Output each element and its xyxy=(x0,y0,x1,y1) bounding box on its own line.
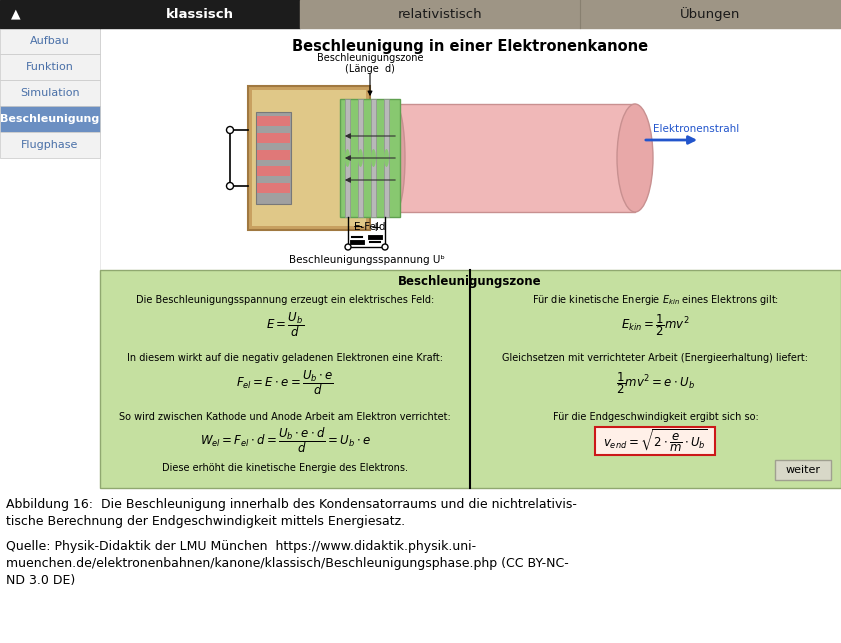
Text: Beschleunigungszone: Beschleunigungszone xyxy=(398,275,542,289)
Circle shape xyxy=(345,244,351,250)
FancyBboxPatch shape xyxy=(257,116,290,126)
Text: muenchen.de/elektronenbahnen/kanone/klassisch/Beschleunigungsphase.php (CC BY-NC: muenchen.de/elektronenbahnen/kanone/klas… xyxy=(6,557,569,570)
Ellipse shape xyxy=(358,149,363,167)
FancyBboxPatch shape xyxy=(248,86,370,230)
Ellipse shape xyxy=(385,104,405,212)
Text: −: − xyxy=(352,221,362,234)
FancyBboxPatch shape xyxy=(0,54,100,80)
Text: ND 3.0 DE): ND 3.0 DE) xyxy=(6,574,75,587)
Text: Beschleunigung: Beschleunigung xyxy=(0,114,99,124)
Text: Beschleunigung in einer Elektronenkanone: Beschleunigung in einer Elektronenkanone xyxy=(293,39,648,53)
FancyBboxPatch shape xyxy=(257,133,290,143)
Text: $E = \dfrac{U_b}{d}$: $E = \dfrac{U_b}{d}$ xyxy=(266,311,304,340)
Text: ▲: ▲ xyxy=(11,8,21,21)
Text: Simulation: Simulation xyxy=(20,88,80,98)
Text: Für die kinetische Energie $E_{kin}$ eines Elektrons gilt:: Für die kinetische Energie $E_{kin}$ ein… xyxy=(532,293,779,307)
FancyBboxPatch shape xyxy=(340,99,400,217)
Text: (Länge  d): (Länge d) xyxy=(345,64,395,74)
Text: weiter: weiter xyxy=(785,465,821,475)
FancyBboxPatch shape xyxy=(300,0,580,28)
FancyBboxPatch shape xyxy=(0,132,100,158)
Text: $F_{el} = E \cdot e = \dfrac{U_b \cdot e}{d}$: $F_{el} = E \cdot e = \dfrac{U_b \cdot e… xyxy=(236,368,334,397)
Circle shape xyxy=(382,244,388,250)
FancyBboxPatch shape xyxy=(775,460,831,480)
Text: $E_{kin} = \dfrac{1}{2}mv^2$: $E_{kin} = \dfrac{1}{2}mv^2$ xyxy=(621,312,690,338)
Circle shape xyxy=(226,183,234,190)
Text: Quelle: Physik-Didaktik der LMU München  https://www.didaktik.physik.uni-: Quelle: Physik-Didaktik der LMU München … xyxy=(6,540,476,553)
Ellipse shape xyxy=(617,104,653,212)
Text: Gleichsetzen mit verrichteter Arbeit (Energieerhaltung) liefert:: Gleichsetzen mit verrichteter Arbeit (En… xyxy=(503,353,808,363)
FancyBboxPatch shape xyxy=(595,427,716,455)
Text: E-Feld: E-Feld xyxy=(354,222,386,232)
Text: Abbildung 16:  Die Beschleunigung innerhalb des Kondensatorraums und die nichtre: Abbildung 16: Die Beschleunigung innerha… xyxy=(6,498,577,511)
Text: Aufbau: Aufbau xyxy=(30,36,70,46)
FancyBboxPatch shape xyxy=(252,90,366,226)
Text: Beschleunigungsspannung Uᵇ: Beschleunigungsspannung Uᵇ xyxy=(288,255,444,265)
FancyBboxPatch shape xyxy=(0,28,100,54)
FancyBboxPatch shape xyxy=(257,150,290,159)
Text: Die Beschleunigungsspannung erzeugt ein elektrisches Feld:: Die Beschleunigungsspannung erzeugt ein … xyxy=(136,295,434,305)
Circle shape xyxy=(226,127,234,134)
Text: tische Berechnung der Endgeschwindigkeit mittels Energiesatz.: tische Berechnung der Endgeschwindigkeit… xyxy=(6,515,405,528)
FancyBboxPatch shape xyxy=(580,0,841,28)
FancyBboxPatch shape xyxy=(358,99,363,217)
Text: $\dfrac{1}{2}mv^2 = e \cdot U_b$: $\dfrac{1}{2}mv^2 = e \cdot U_b$ xyxy=(616,370,695,396)
Text: Übungen: Übungen xyxy=(680,7,741,21)
Text: $W_{el} = F_{el} \cdot d = \dfrac{U_b \cdot e \cdot d}{d} = U_b \cdot e$: $W_{el} = F_{el} \cdot d = \dfrac{U_b \c… xyxy=(199,425,371,455)
FancyBboxPatch shape xyxy=(0,0,100,28)
Text: Flugphase: Flugphase xyxy=(21,140,79,150)
Text: +: + xyxy=(370,221,381,234)
FancyBboxPatch shape xyxy=(100,270,841,488)
FancyBboxPatch shape xyxy=(100,0,300,28)
Text: $v_{end} = \sqrt{2 \cdot \dfrac{e}{m} \cdot U_b}$: $v_{end} = \sqrt{2 \cdot \dfrac{e}{m} \c… xyxy=(603,428,708,454)
Text: So wird zwischen Kathode und Anode Arbeit am Elektron verrichtet:: So wird zwischen Kathode und Anode Arbei… xyxy=(119,412,451,422)
Text: Elektronenstrahl: Elektronenstrahl xyxy=(653,124,739,134)
FancyBboxPatch shape xyxy=(0,106,100,132)
FancyBboxPatch shape xyxy=(345,99,350,217)
Text: Beschleunigungszone: Beschleunigungszone xyxy=(317,53,423,63)
Ellipse shape xyxy=(371,149,376,167)
Text: Funktion: Funktion xyxy=(26,62,74,72)
FancyBboxPatch shape xyxy=(384,99,389,217)
Text: relativistisch: relativistisch xyxy=(398,8,482,21)
Ellipse shape xyxy=(345,149,350,167)
FancyBboxPatch shape xyxy=(257,167,290,176)
FancyBboxPatch shape xyxy=(371,99,376,217)
FancyBboxPatch shape xyxy=(256,112,291,204)
FancyBboxPatch shape xyxy=(100,28,841,270)
Ellipse shape xyxy=(384,149,389,167)
Text: In diesem wirkt auf die negativ geladenen Elektronen eine Kraft:: In diesem wirkt auf die negativ geladene… xyxy=(127,353,443,363)
Text: Für die Endgeschwindigkeit ergibt sich so:: Für die Endgeschwindigkeit ergibt sich s… xyxy=(553,412,759,422)
Text: Diese erhöht die kinetische Energie des Elektrons.: Diese erhöht die kinetische Energie des … xyxy=(162,463,408,473)
Text: klassisch: klassisch xyxy=(166,8,234,21)
FancyBboxPatch shape xyxy=(395,104,635,212)
FancyBboxPatch shape xyxy=(257,183,290,194)
FancyBboxPatch shape xyxy=(0,80,100,106)
